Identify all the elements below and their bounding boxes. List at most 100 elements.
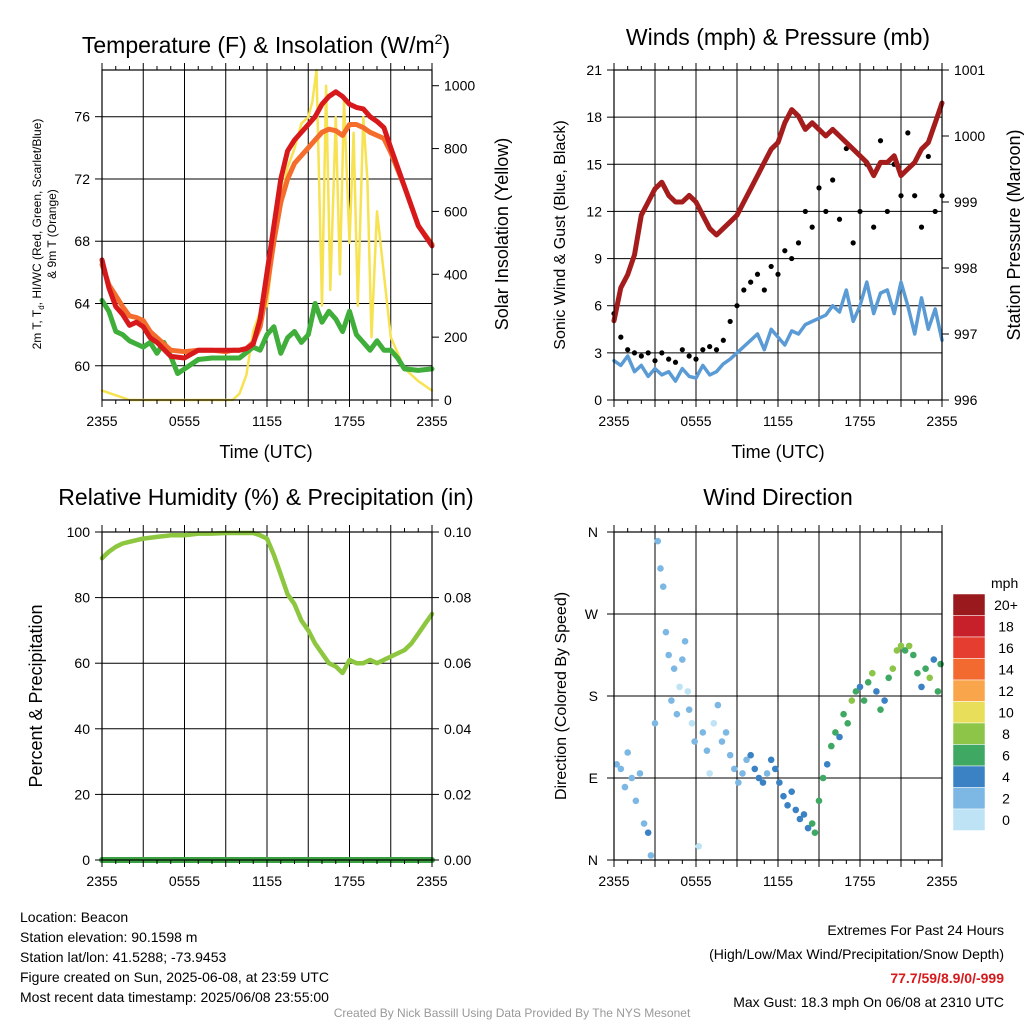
colorbar-swatch [952, 636, 986, 659]
humidity-x-tick-label: 1155 [252, 873, 282, 889]
direction-y-tick-label: W [585, 606, 599, 622]
temperature-y-tick-label: 64 [74, 295, 90, 311]
station-info: Location: Beacon Station elevation: 90.1… [20, 907, 329, 1007]
direction-y-tick-label: S [589, 688, 598, 704]
winds-y2-tick-label: 998 [954, 260, 978, 276]
humidity-y-tick-label: 0 [82, 852, 90, 868]
temperature-axes: 2355 0555 1155 1755 2355 60 64 68 72 76 0 200 400 600… [74, 63, 475, 429]
humidity-y2-tick-label: 0.04 [444, 721, 471, 737]
temperature-ylabel-right: Solar Insolation (Yellow) [492, 138, 512, 330]
gust-point [898, 193, 904, 199]
gust-point [707, 343, 713, 350]
direction-point [864, 679, 872, 686]
direction-point [897, 642, 905, 650]
winds-xlabel: Time (UTC) [731, 442, 824, 462]
direction-point [617, 765, 625, 773]
direction-point [937, 660, 944, 668]
direction-y-tick-label: N [588, 524, 598, 540]
direction-point [691, 738, 698, 745]
direction-point [836, 733, 843, 741]
extremes-subtitle: (High/Low/Max Wind/Precipitation/Snow De… [709, 946, 1004, 962]
humidity-x-tick-label: 2355 [86, 873, 117, 889]
temperature-y-tick-label: 72 [74, 171, 90, 187]
humidity-y2-tick-label: 0.00 [444, 852, 471, 868]
temperature-y2-tick-label: 0 [444, 392, 452, 408]
extremes-values: 77.7/59/8.9/0/-999 [890, 970, 1004, 986]
winds-panel: Winds (mph) & Pressure (mb) 2355 0555 1155… [552, 24, 1024, 462]
direction-point [828, 742, 835, 750]
direction-x-tick-label: 0555 [680, 873, 711, 889]
direction-point [685, 706, 693, 713]
direction-point [636, 770, 644, 777]
colorbar-label: 16 [998, 640, 1014, 656]
gust-point [720, 337, 726, 343]
direction-point [815, 797, 823, 805]
direction-point [632, 797, 640, 805]
colorbar-swatch [952, 615, 986, 638]
direction-point [869, 669, 876, 677]
direction-point [873, 688, 880, 695]
direction-point [784, 802, 791, 809]
direction-x-tick-label: 1155 [763, 873, 793, 889]
extremes-info: Extremes For Past 24 Hours (High/Low/Max… [709, 918, 1004, 1014]
direction-point [755, 774, 763, 782]
winds-ylabel-right: Station Pressure (Maroon) [1004, 129, 1024, 340]
direction-point [657, 565, 664, 572]
colorbar-label: 2 [1002, 790, 1010, 806]
temperature-series-line [99, 297, 435, 376]
direction-point [780, 792, 787, 800]
direction-title: Wind Direction [703, 484, 853, 510]
temperature-y2-tick-label: 800 [444, 141, 468, 157]
humidity-line [99, 530, 435, 676]
temperature-x-tick-label: 0555 [169, 413, 200, 429]
direction-point [735, 779, 742, 786]
direction-point [840, 710, 847, 718]
colorbar-label: 0 [1002, 812, 1010, 828]
direction-point [703, 747, 711, 754]
winds-y-tick-label: 21 [586, 62, 602, 78]
winds-y2-tick-label: 1001 [954, 62, 985, 78]
direction-points [613, 537, 944, 859]
winds-x-tick-label: 2355 [598, 413, 629, 429]
direction-point [893, 647, 901, 654]
humidity-y-tick-label: 60 [74, 655, 90, 671]
winds-ylabel-left: Sonic Wind & Gust (Blue, Black) [552, 120, 569, 349]
direction-point [819, 774, 827, 782]
humidity-y-tick-label: 100 [67, 524, 91, 540]
direction-panel: Wind Direction 2355 0555 1155 1755 2355NESWN… [553, 484, 1018, 889]
gust-point [734, 303, 740, 309]
humidity-x-tick-label: 2355 [416, 873, 447, 889]
direction-point [670, 665, 678, 672]
temperature-series-line [99, 89, 435, 361]
temperature-y-tick-label: 68 [74, 233, 90, 249]
direction-point [788, 788, 795, 795]
direction-point [877, 706, 884, 713]
temperature-x-tick-label: 1755 [334, 413, 365, 429]
direction-point [714, 701, 722, 709]
gust-point [686, 353, 692, 359]
direction-point [718, 738, 726, 745]
direction-point [881, 697, 888, 704]
gust-point [638, 353, 644, 359]
winds-series [611, 100, 945, 383]
colorbar-title: mph [991, 575, 1018, 591]
direction-point [676, 683, 683, 691]
direction-point [832, 729, 839, 736]
winds-y2-tick-label: 997 [954, 326, 978, 342]
direction-point [751, 765, 759, 773]
direction-point [730, 765, 738, 773]
direction-point [823, 761, 831, 768]
winds-grid [614, 70, 942, 400]
colorbar-label: 14 [998, 661, 1014, 677]
direction-point [688, 720, 696, 727]
direction-point [930, 656, 938, 663]
direction-point [706, 770, 713, 777]
humidity-y-tick-label: 40 [74, 721, 90, 737]
colorbar-swatch [952, 744, 986, 767]
gust-point [809, 224, 815, 230]
credit-text: Created By Nick Bassill Using Data Provi… [333, 1006, 691, 1020]
temperature-y2-tick-label: 600 [444, 203, 468, 219]
direction-x-tick-label: 2355 [598, 873, 629, 889]
direction-point [885, 674, 892, 682]
